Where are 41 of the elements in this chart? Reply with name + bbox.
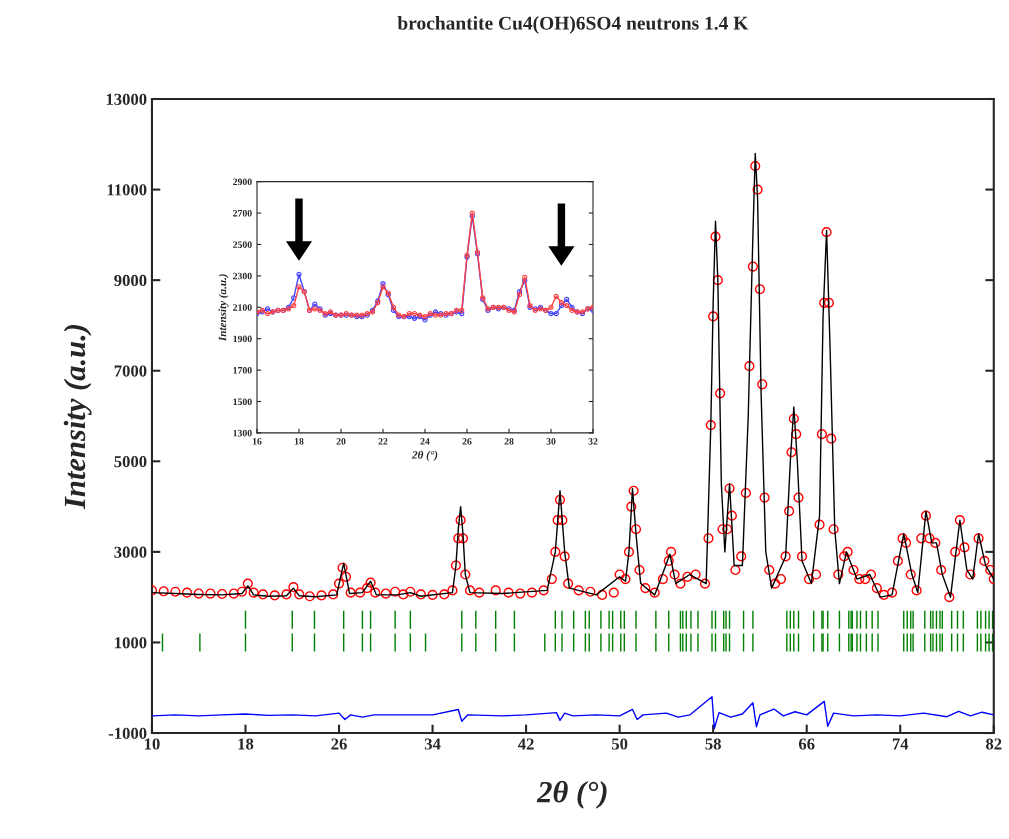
y-tick-label: 13000 bbox=[106, 93, 147, 105]
x-tick-label: 22 bbox=[378, 438, 388, 445]
y-tick-label: 7000 bbox=[114, 365, 147, 377]
y-tick-label: 2900 bbox=[233, 178, 252, 186]
x-tick-label: 20 bbox=[336, 438, 346, 445]
y-tick-label: 1300 bbox=[233, 429, 252, 437]
y-tick-label: 1700 bbox=[233, 367, 252, 374]
x-tick-label: 24 bbox=[420, 438, 430, 445]
y-tick-label: 1900 bbox=[233, 335, 252, 343]
x-tick-label: 74 bbox=[892, 738, 909, 750]
chart-title: brochantite Cu4(OH)6SO4 neutrons 1.4 K bbox=[397, 16, 749, 34]
x-tick-label: 26 bbox=[331, 738, 347, 750]
y-tick-label: 3000 bbox=[114, 546, 147, 558]
x-tick-label: 82 bbox=[985, 738, 1002, 750]
x-tick-label: 10 bbox=[144, 738, 160, 750]
y-axis-title: Intensity (a.u.) bbox=[218, 274, 229, 342]
y-tick-label: 2100 bbox=[233, 304, 252, 311]
y-tick-label: 2300 bbox=[233, 272, 252, 280]
x-tick-label: 66 bbox=[798, 738, 815, 750]
x-tick-label: 42 bbox=[517, 738, 534, 750]
y-tick-label: 9000 bbox=[114, 274, 147, 287]
x-tick-label: 58 bbox=[705, 738, 721, 750]
x-tick-label: 50 bbox=[611, 738, 628, 750]
x-tick-label: 28 bbox=[504, 438, 514, 445]
y-tick-label: 2700 bbox=[233, 209, 252, 217]
x-tick-label: 30 bbox=[546, 438, 556, 445]
y-tick-label: 5000 bbox=[114, 456, 147, 468]
y-tick-label: 1500 bbox=[233, 398, 252, 405]
x-tick-label: 18 bbox=[238, 738, 254, 750]
x-tick-label: 16 bbox=[252, 438, 262, 445]
y-tick-label: 1000 bbox=[115, 637, 147, 649]
x-axis-title: 2θ (°) bbox=[411, 450, 438, 461]
x-tick-label: 34 bbox=[424, 738, 441, 750]
x-tick-label: 26 bbox=[462, 438, 472, 445]
y-tick-label: 2500 bbox=[233, 241, 252, 248]
x-tick-label: 18 bbox=[294, 438, 304, 445]
x-tick-label: 32 bbox=[588, 438, 598, 445]
x-axis-title: 2θ (°) bbox=[536, 780, 607, 809]
y-tick-label: -1000 bbox=[108, 727, 147, 739]
y-tick-label: 11000 bbox=[107, 184, 147, 196]
y-axis-title: Intensity (a.u.) bbox=[63, 325, 92, 510]
